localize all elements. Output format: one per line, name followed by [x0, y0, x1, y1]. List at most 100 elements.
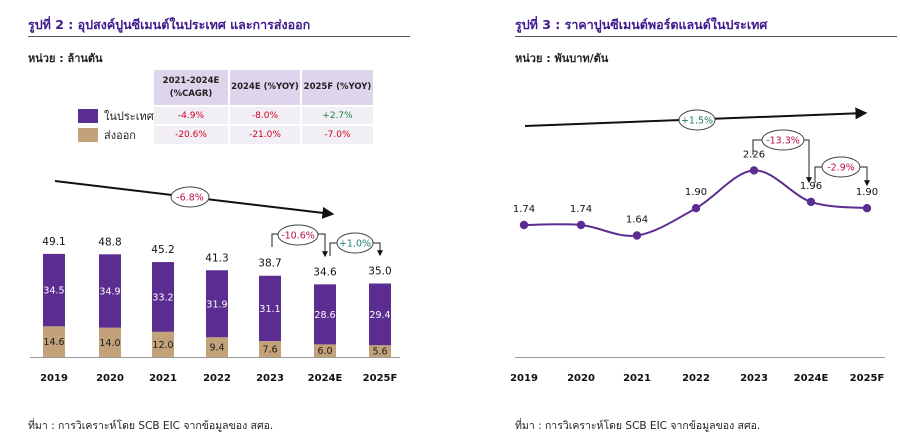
annotation-bubble: [277, 224, 319, 246]
data-label-export: 12.0: [152, 340, 173, 351]
left-figure-panel: รูปที่ 2 : อุปสงค์ปูนซีเมนต์ในประเทศ และ…: [0, 0, 420, 445]
table-cell: -7.0%: [300, 124, 373, 144]
data-label-domestic: 34.9: [99, 286, 120, 297]
right-source-note: ที่มา : การวิเคราะห์โดย SCB EIC จากข้อมู…: [515, 420, 761, 432]
stacked-bar-chart: 14.6 34.5 49.1 2019 14.0 34.9 48.8 2020 12.0 33.2…: [30, 180, 400, 384]
table-cell: -21.0%: [228, 124, 301, 144]
data-point: [519, 220, 529, 230]
table-cell: -20.6%: [154, 124, 229, 144]
table-row-export: ส่งออก -20.6% -21.0% -7.0%: [75, 124, 373, 144]
data-label: 1.74: [570, 204, 592, 215]
x-tick-label: 2020: [567, 373, 595, 384]
bar-segment-domestic: [43, 253, 65, 327]
x-tick-label: 2025F: [850, 373, 885, 384]
table-header-row: 2021-2024E (%CAGR) 2024E (%YOY) 2025F (%…: [75, 70, 373, 106]
data-label-domestic: 29.4: [369, 310, 390, 321]
bar-segment-export: [99, 327, 121, 357]
annotation-label: -6.8%: [176, 193, 204, 204]
x-tick-label: 2025F: [363, 373, 398, 384]
table-header-cagr: 2021-2024E (%CAGR): [154, 70, 229, 106]
annotation-bubble: [761, 129, 805, 151]
data-label-total: 34.6: [313, 266, 337, 278]
data-label-total: 48.8: [98, 236, 121, 248]
data-label-export: 5.6: [372, 347, 387, 358]
legend-label-export: ส่งออก: [104, 128, 136, 142]
bar-segment-export: [43, 326, 65, 357]
data-label-domestic: 33.2: [152, 292, 173, 303]
annotation-bubble: [336, 232, 374, 254]
legend-label-domestic: ในประเทศ: [104, 109, 154, 123]
right-unit-label: หน่วย : พันบาท/ตัน: [515, 52, 609, 65]
x-tick-label: 2023: [256, 373, 284, 384]
data-label-domestic: 34.5: [43, 286, 64, 297]
data-point: [806, 197, 816, 207]
data-label-export: 7.6: [262, 345, 277, 356]
data-label-domestic: 31.1: [259, 304, 280, 315]
left-unit-label: หน่วย : ล้านตัน: [28, 52, 103, 65]
data-label: 1.64: [626, 215, 648, 226]
data-point: [632, 231, 642, 240]
bar-segment-export: [152, 331, 174, 357]
table-row-domestic: ในประเทศ -4.9% -8.0% +2.7%: [75, 105, 373, 125]
data-label: 1.90: [685, 187, 707, 198]
annotation-label: +1.5%: [681, 116, 713, 127]
x-tick-label: 2024E: [794, 373, 829, 384]
data-label-total: 49.1: [42, 236, 65, 248]
data-label-domestic: 31.9: [206, 299, 227, 310]
x-tick-label: 2020: [96, 373, 124, 384]
x-tick-label: 2022: [203, 373, 231, 384]
data-label-export: 6.0: [317, 346, 332, 357]
growth-rate-table: 2021-2024E (%CAGR) 2024E (%YOY) 2025F (%…: [75, 70, 373, 144]
data-point: [576, 220, 586, 230]
data-label: 1.74: [513, 204, 535, 215]
x-tick-label: 2024E: [308, 373, 343, 384]
x-tick-label: 2019: [40, 373, 68, 384]
bar-segment-domestic: [259, 275, 281, 342]
legend-swatch-export: [78, 127, 98, 142]
annotation-label: -10.6%: [281, 231, 315, 242]
table-header-2025f: 2025F (%YOY): [300, 70, 373, 106]
data-label: 1.96: [800, 181, 822, 192]
annotation-label: +1.0%: [339, 239, 371, 250]
bar-segment-export: [206, 337, 228, 357]
right-figure-title: รูปที่ 3 : ราคาปูนซีเมนต์พอร์ตแลนด์ในประ…: [515, 17, 768, 32]
annotation-label: -13.3%: [766, 136, 800, 147]
annotation-bubble: [821, 156, 861, 178]
annotation-bubble: [678, 109, 716, 131]
annotation-label: -2.9%: [827, 163, 855, 174]
data-label: 2.26: [743, 149, 765, 160]
bar-segment-domestic: [369, 283, 391, 346]
legend-swatch-domestic: [78, 108, 98, 123]
table-header-2024e: 2024E (%YOY): [228, 70, 301, 106]
annotation-bubble: [170, 186, 210, 208]
x-tick-label: 2023: [740, 373, 768, 384]
table-cell: -4.9%: [154, 105, 229, 125]
x-tick-label: 2022: [682, 373, 710, 384]
bar-segment-export: [369, 345, 391, 357]
data-label: 1.90: [856, 187, 878, 198]
data-label-total: 45.2: [151, 244, 174, 256]
bar-segment-export: [314, 344, 336, 357]
x-tick-label: 2021: [623, 373, 651, 384]
data-point: [862, 204, 872, 213]
data-label-export: 9.4: [209, 343, 224, 354]
data-label-domestic: 28.6: [314, 310, 335, 321]
data-label-total: 41.3: [205, 252, 228, 264]
x-tick-label: 2021: [149, 373, 177, 384]
bar-segment-domestic: [99, 254, 121, 328]
left-title-divider: [28, 36, 410, 37]
bar-segment-domestic: [206, 270, 228, 338]
table-cell: +2.7%: [300, 105, 373, 125]
data-label-total: 38.7: [258, 258, 281, 270]
bar-segment-domestic: [152, 262, 174, 332]
data-label-export: 14.0: [99, 338, 120, 349]
data-point: [749, 166, 759, 175]
bar-segment-domestic: [314, 284, 336, 345]
data-label-export: 14.6: [43, 337, 64, 348]
data-label-total: 35.0: [368, 266, 391, 278]
x-tick-label: 2019: [510, 373, 538, 384]
right-title-divider: [515, 36, 897, 37]
data-point: [691, 204, 701, 213]
bar-segment-export: [259, 341, 281, 357]
left-figure-title: รูปที่ 2 : อุปสงค์ปูนซีเมนต์ในประเทศ และ…: [28, 17, 311, 32]
